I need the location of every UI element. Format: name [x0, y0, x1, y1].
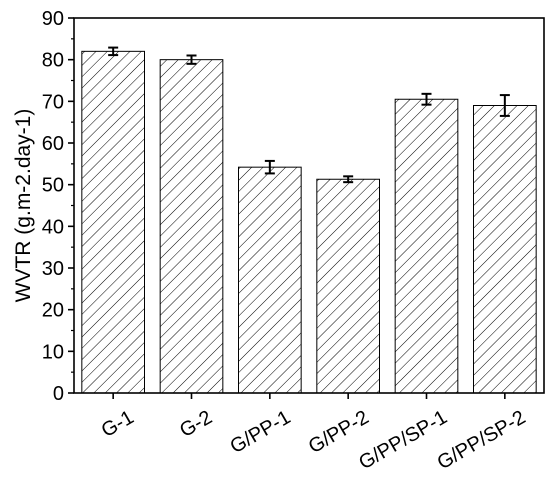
x-tick-label-2: G-2 — [176, 406, 216, 442]
bar-5 — [394, 98, 459, 394]
bar-1 — [81, 50, 146, 394]
error-bar-1 — [108, 46, 119, 57]
x-axis: G-1 G-2 G/PP-1 G/PP-2G/PP/SP-1G/PP/SP-2 — [98, 393, 530, 474]
y-tick-label-8: 80 — [42, 50, 64, 72]
x-tick-label-1: G-1 — [98, 406, 138, 442]
error-bar-5 — [421, 92, 432, 106]
y-tick-label-3: 30 — [42, 258, 64, 280]
y-tick-label-2: 20 — [42, 300, 64, 322]
y-tick-label-6: 60 — [42, 133, 64, 155]
error-bar-6 — [499, 94, 510, 117]
y-tick-label-5: 50 — [42, 175, 64, 197]
y-tick-label-1: 10 — [42, 341, 64, 363]
y-tick-label-4: 40 — [42, 216, 64, 238]
y-axis: 0 10 20 30 40 50 60 70 80 90 — [42, 8, 74, 405]
error-bar-3 — [264, 159, 275, 175]
bar-2 — [159, 59, 224, 394]
bar-3 — [238, 166, 302, 394]
bar-4 — [316, 178, 381, 394]
error-bars-group — [108, 46, 510, 184]
y-tick-label-9: 90 — [42, 8, 64, 30]
error-bar-2 — [186, 54, 197, 65]
plot-frame — [73, 17, 545, 394]
y-tick-label-0: 0 — [53, 383, 64, 405]
x-tick-label-3: G/PP-1 — [227, 406, 295, 458]
bars-group — [81, 50, 537, 394]
y-axis-title: WVTR (g.m-2.day-1) — [12, 109, 35, 303]
x-tick-label-6: G/PP/SP-2 — [434, 406, 530, 474]
error-bar-4 — [343, 175, 354, 184]
y-tick-label-7: 70 — [42, 91, 64, 113]
bar-6 — [473, 105, 537, 394]
x-tick-label-5: G/PP/SP-1 — [355, 406, 451, 474]
